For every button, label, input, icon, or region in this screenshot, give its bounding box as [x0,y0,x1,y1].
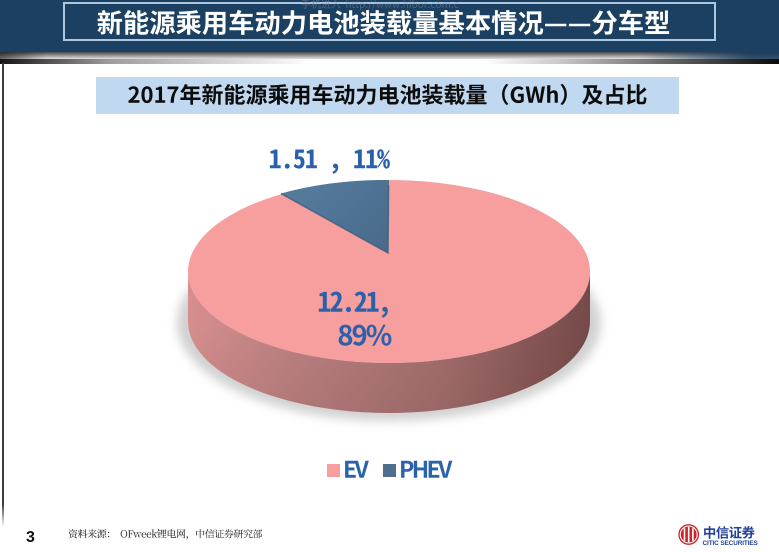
svg-text:3: 3 [26,529,35,546]
svg-text:CITIC SECURITIES: CITIC SECURITIES [703,540,759,547]
